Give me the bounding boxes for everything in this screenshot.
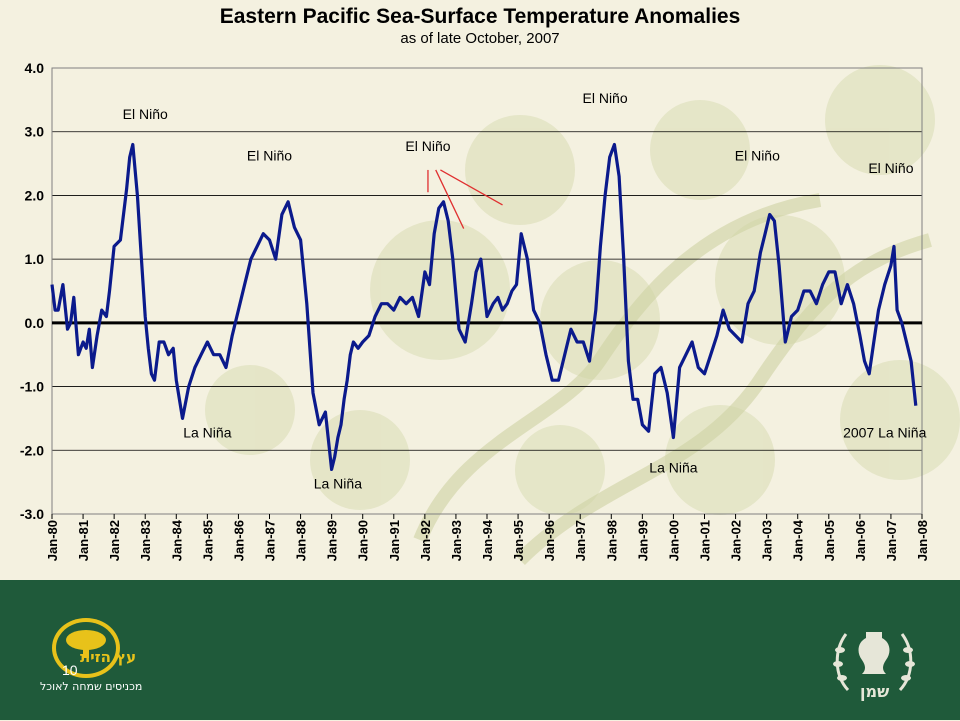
right-logo-name: שמן (860, 682, 890, 701)
left-logo-tagline: מכניסים שמחה לאוכל (40, 680, 143, 693)
x-axis-ticks: Jan-80 Jan-81 Jan-82 Jan-83 Jan-84 Jan-85 Jan-… (45, 514, 930, 561)
x-tick-label: Jan-01 (698, 520, 713, 561)
annotation-label: La Niña (314, 476, 362, 492)
x-tick-label: Jan-02 (729, 520, 744, 561)
chart: 4.0 3.0 2.0 1.0 0.0 -1.0 -2.0 -3.0 Jan-80 Jan-81… (20, 60, 930, 561)
brand-logo-right: שמן (826, 620, 922, 716)
annotation-label: El Niño (583, 90, 628, 106)
annotation-label: El Niño (405, 138, 450, 154)
x-tick-label: Jan-82 (107, 520, 122, 561)
y-tick-label: 1.0 (25, 251, 45, 267)
olive-tree-emblem-icon (52, 618, 120, 678)
x-tick-label: Jan-80 (45, 520, 60, 561)
x-tick-label: Jan-05 (822, 520, 837, 561)
plot-area-border (51, 67, 923, 515)
annotation-label: El Niño (123, 106, 168, 122)
series-line (50, 142, 918, 471)
laurel-amphora-icon (833, 632, 915, 692)
x-tick-label: Jan-85 (200, 520, 215, 561)
pointer-line (440, 169, 503, 206)
x-tick-label: Jan-06 (853, 520, 868, 561)
x-tick-label: Jan-07 (884, 520, 899, 561)
y-tick-label: -2.0 (20, 442, 44, 458)
x-tick-label: Jan-84 (169, 519, 184, 561)
y-tick-label: 0.0 (25, 315, 45, 331)
x-tick-label: Jan-03 (760, 520, 775, 561)
x-tick-label: Jan-88 (294, 520, 309, 561)
left-logo-name: עץ הזית (80, 648, 137, 666)
y-tick-label: 3.0 (25, 124, 45, 140)
gridlines (52, 67, 922, 515)
pointer-line (435, 169, 465, 229)
x-tick-label: Jan-99 (635, 520, 650, 561)
y-tick-label: -1.0 (20, 379, 44, 395)
x-tick-label: Jan-95 (511, 520, 526, 561)
page-number: 10 (62, 662, 78, 678)
x-tick-label: Jan-89 (325, 520, 340, 561)
x-tick-label: Jan-86 (231, 520, 246, 561)
x-tick-label: Jan-97 (573, 520, 588, 561)
y-axis-ticks: 4.0 3.0 2.0 1.0 0.0 -1.0 -2.0 -3.0 (20, 60, 44, 522)
x-tick-label: Jan-87 (263, 520, 278, 561)
footer-band (0, 580, 960, 720)
x-tick-label: Jan-90 (356, 520, 371, 561)
x-tick-label: Jan-81 (76, 520, 91, 561)
chart-title: Eastern Pacific Sea-Surface Temperature … (219, 5, 741, 28)
x-tick-label: Jan-93 (449, 520, 464, 561)
x-tick-label: Jan-00 (666, 520, 681, 561)
annotation-label: La Niña (649, 460, 697, 476)
x-tick-label: Jan-94 (480, 519, 495, 561)
y-tick-label: 2.0 (25, 187, 45, 203)
annotation-label: El Niño (868, 160, 913, 176)
y-tick-label: 4.0 (25, 60, 45, 76)
x-tick-label: Jan-91 (387, 520, 402, 561)
annotation-label: La Niña (183, 425, 231, 441)
x-tick-label: Jan-98 (604, 520, 619, 561)
y-tick-label: -3.0 (20, 506, 44, 522)
annotation-label: El Niño (735, 147, 780, 163)
x-tick-label: Jan-04 (791, 519, 806, 561)
x-tick-label: Jan-08 (915, 520, 930, 561)
annotation-label: 2007 La Niña (843, 425, 927, 441)
x-tick-label: Jan-96 (542, 520, 557, 561)
chart-subtitle: as of late October, 2007 (400, 30, 560, 47)
x-tick-label: Jan-83 (138, 520, 153, 561)
annotations: El Niño El Niño El Niño El Niño El Niño El Ni… (123, 90, 927, 491)
x-tick-label: Jan-92 (418, 520, 433, 561)
annotation-label: El Niño (247, 147, 292, 163)
brand-logo-left: עץ הזית מכניסים שמחה לאוכל (36, 612, 166, 712)
annotation-pointer-lines (427, 169, 503, 229)
title-block: Eastern Pacific Sea-Surface Temperature … (0, 4, 960, 48)
